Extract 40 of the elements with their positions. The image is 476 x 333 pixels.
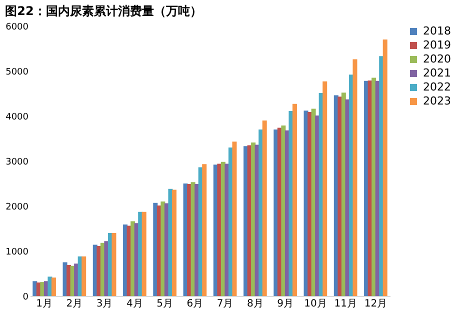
x-tick-label: 10月 <box>304 298 327 310</box>
y-tick-label: 4000 <box>6 112 29 122</box>
legend-label: 2022 <box>423 80 451 94</box>
bar <box>292 104 297 296</box>
legend-label: 2019 <box>423 38 451 52</box>
x-tick-label: 7月 <box>216 298 234 310</box>
legend-label: 2018 <box>423 24 451 38</box>
bar <box>232 142 237 296</box>
chart-title: 图22：国内尿素累计消费量（万吨） <box>5 4 202 18</box>
legend-label: 2023 <box>423 94 451 108</box>
y-tick-label: 2000 <box>6 202 29 212</box>
y-tick-label: 0 <box>22 292 29 302</box>
legend-label: 2021 <box>423 66 451 80</box>
bar <box>51 278 56 296</box>
x-tick-label: 2月 <box>66 298 83 310</box>
y-tick-label: 1000 <box>6 248 29 258</box>
bar <box>262 120 267 296</box>
x-tick-label: 1月 <box>36 298 52 310</box>
x-tick-label: 3月 <box>96 298 113 310</box>
bar <box>142 212 146 296</box>
bar <box>382 40 388 296</box>
x-tick-label: 9月 <box>277 298 294 310</box>
bar <box>172 190 176 296</box>
y-tick-label: 6000 <box>6 22 29 32</box>
x-tick-label: 11月 <box>334 298 357 310</box>
bar <box>202 164 207 296</box>
bar <box>112 233 116 296</box>
legend-label: 2020 <box>423 52 451 66</box>
bar <box>352 59 358 296</box>
x-tick-label: 4月 <box>126 298 143 310</box>
x-tick-label: 6月 <box>186 298 204 310</box>
bar <box>322 81 328 296</box>
y-tick-label: 3000 <box>6 158 29 168</box>
x-tick-label: 12月 <box>364 298 388 310</box>
bar <box>48 276 52 296</box>
y-tick-label: 5000 <box>6 68 29 78</box>
bar <box>82 256 86 296</box>
x-tick-label: 5月 <box>156 298 173 310</box>
x-tick-label: 8月 <box>247 298 264 310</box>
bar <box>32 281 38 296</box>
